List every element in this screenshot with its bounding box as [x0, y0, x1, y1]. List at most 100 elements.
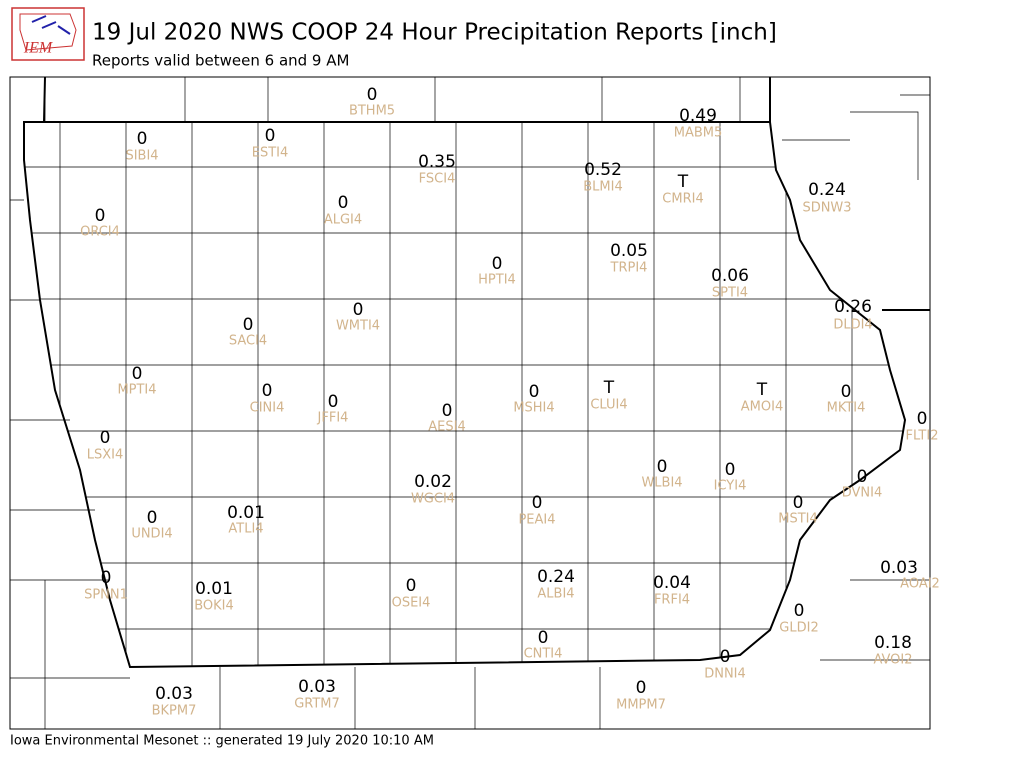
- station-value: 0.01: [195, 579, 233, 599]
- station-value: 0: [147, 508, 158, 528]
- station-id: ORCI4: [80, 225, 120, 240]
- station-id: AMOI4: [741, 400, 783, 415]
- station-id: GRTM7: [294, 697, 340, 712]
- station-value: 0.03: [155, 684, 193, 704]
- map-frame: [9, 76, 931, 730]
- station-id: SACI4: [229, 334, 267, 349]
- station-value: 0: [538, 628, 549, 648]
- station-value: 0: [857, 467, 868, 487]
- station-id: FLTI2: [906, 429, 939, 444]
- station-value: 0.24: [808, 180, 846, 200]
- station-value: 0: [95, 206, 106, 226]
- station-value: T: [756, 380, 768, 400]
- station-id: CINI4: [250, 401, 285, 416]
- station-value: 0: [529, 382, 540, 402]
- subtitle: Reports valid between 6 and 9 AM: [92, 52, 349, 70]
- station-id: BTHM5: [349, 104, 395, 119]
- station-value: 0: [794, 601, 805, 621]
- station-id: ICYI4: [714, 479, 747, 494]
- station-value: 0.18: [874, 633, 912, 653]
- station-id: MMPM7: [616, 698, 666, 713]
- station-id: DVNI4: [842, 486, 883, 501]
- station-value: T: [603, 378, 615, 398]
- station-id: LSXI4: [87, 448, 124, 463]
- station-id: FSCI4: [419, 172, 456, 187]
- station-id: ALGI4: [324, 213, 362, 228]
- station-id: SPTI4: [712, 286, 748, 301]
- station-value: 0: [793, 493, 804, 513]
- station-id: AVOI2: [873, 653, 912, 668]
- station-value: 0: [328, 392, 339, 412]
- title: 19 Jul 2020 NWS COOP 24 Hour Precipitati…: [92, 20, 777, 46]
- station-id: MSHI4: [513, 401, 554, 416]
- station-id: PEAI4: [518, 513, 555, 528]
- footer: Iowa Environmental Mesonet :: generated …: [10, 734, 434, 749]
- station-value: 0.02: [414, 472, 452, 492]
- station-value: 0: [338, 193, 349, 213]
- station-value: 0: [406, 576, 417, 596]
- station-value: 0.03: [880, 558, 918, 578]
- station-id: SDNW3: [802, 201, 851, 216]
- station-id: MABM5: [674, 126, 723, 141]
- station-value: 0: [265, 126, 276, 146]
- station-id: ATLI4: [228, 522, 263, 537]
- logo-shape: [19, 13, 77, 51]
- station-id: UNDI4: [131, 527, 172, 542]
- station-value: T: [677, 172, 689, 192]
- state-boundary: [23, 121, 907, 669]
- station-value: 0: [636, 678, 647, 698]
- station-id: BLMI4: [583, 180, 622, 195]
- station-value: 0: [720, 647, 731, 667]
- station-id: SIBI4: [125, 149, 158, 164]
- station-value: 0.06: [711, 266, 749, 286]
- station-value: 0: [725, 460, 736, 480]
- station-id: FRFI4: [654, 593, 690, 608]
- station-id: ESTI4: [252, 146, 289, 161]
- station-id: DNNI4: [704, 667, 746, 682]
- station-value: 0.03: [298, 677, 336, 697]
- station-id: DLDI4: [833, 318, 872, 333]
- station-id: CMRI4: [662, 192, 703, 207]
- station-value: 0: [492, 254, 503, 274]
- station-id: WGCI4: [411, 492, 455, 507]
- station-value: 0.05: [610, 241, 648, 261]
- station-labels: BTHM50MABM50.49SIBI40ESTI40FSCI40.35BLMI…: [80, 85, 940, 719]
- station-value: 0.24: [537, 567, 575, 587]
- station-value: 0: [101, 568, 112, 588]
- station-id: WMTI4: [336, 319, 380, 334]
- station-value: 0: [262, 381, 273, 401]
- station-value: 0: [442, 401, 453, 421]
- station-id: TRPI4: [610, 261, 648, 276]
- logo-box: [11, 7, 85, 61]
- station-value: 0: [367, 85, 378, 105]
- station-id: BOKI4: [194, 599, 234, 614]
- station-id: BKPM7: [152, 704, 197, 719]
- station-value: 0: [532, 493, 543, 513]
- station-value: 0.49: [679, 106, 717, 126]
- station-value: 0: [353, 300, 364, 320]
- station-id: ALBI4: [537, 587, 574, 602]
- station-id: CNTI4: [524, 647, 563, 662]
- station-id: MSTI4: [778, 512, 818, 527]
- station-id: SPNN1: [84, 588, 128, 603]
- station-value: 0.35: [418, 152, 456, 172]
- station-value: 0.04: [653, 573, 691, 593]
- station-id: CLUI4: [590, 398, 627, 413]
- station-id: AOAI2: [900, 577, 940, 592]
- logo-mark: [31, 15, 71, 35]
- station-value: 0.52: [584, 160, 622, 180]
- station-id: GLDI2: [779, 621, 818, 636]
- station-id: OSEI4: [392, 596, 431, 611]
- station-value: 0: [243, 315, 254, 335]
- station-id: MKTI4: [827, 401, 866, 416]
- station-value: 0: [841, 382, 852, 402]
- station-value: 0: [917, 409, 928, 429]
- station-id: WLBI4: [641, 476, 682, 491]
- station-value: 0: [100, 428, 111, 448]
- station-value: 0: [137, 129, 148, 149]
- station-id: MPTI4: [117, 383, 156, 398]
- station-value: 0: [132, 364, 143, 384]
- state-boundary-other: [43, 76, 930, 311]
